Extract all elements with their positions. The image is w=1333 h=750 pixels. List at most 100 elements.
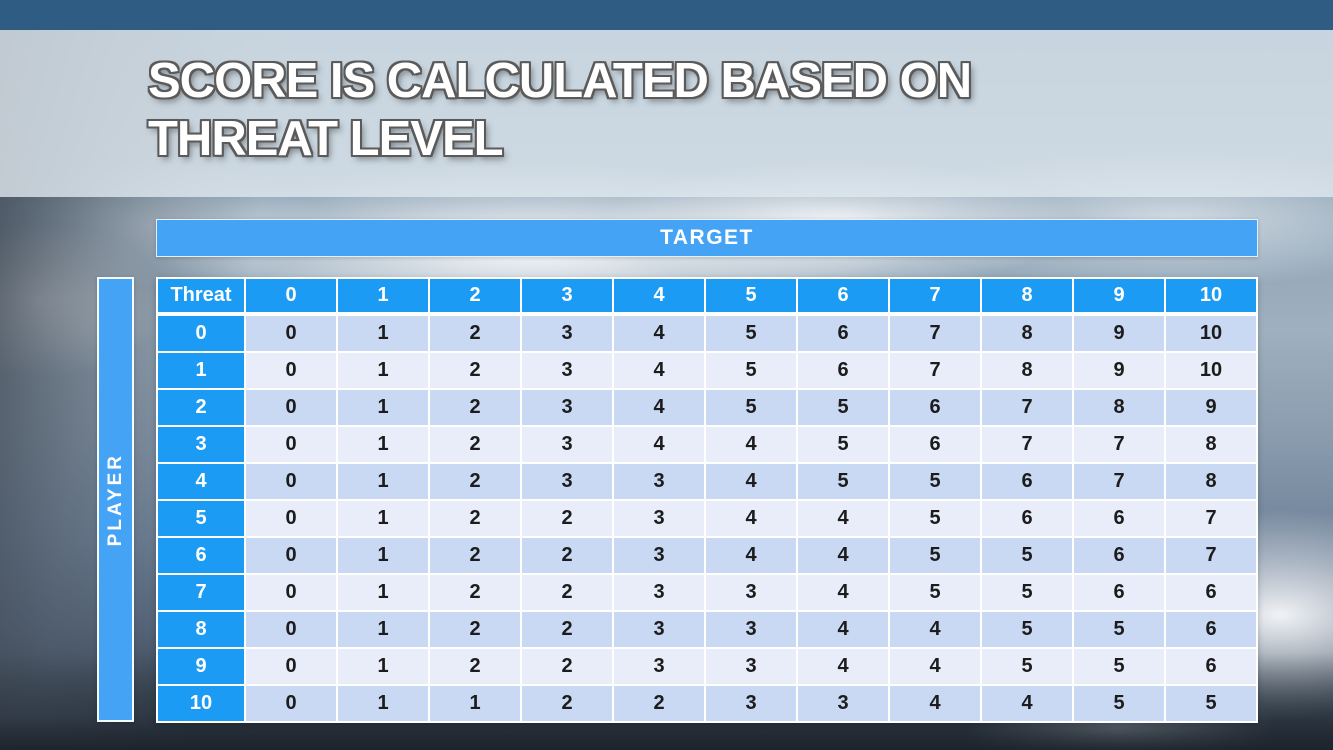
score-cell-r6-c3: 2	[522, 538, 612, 573]
score-cell-r0-c7: 7	[890, 316, 980, 351]
player-header-bar: PLAYER	[97, 277, 134, 722]
slide-title: SCORE IS CALCULATED BASED ON THREAT LEVE…	[0, 30, 1333, 168]
matrix-row-10: 10 0 1 1 2 2 3 3 4 4 5 5	[158, 686, 1256, 721]
score-cell-r7-c7: 5	[890, 575, 980, 610]
score-cell-r10-c8: 4	[982, 686, 1072, 721]
slide-title-line2: THREAT LEVEL	[148, 112, 504, 166]
score-cell-r8-c3: 2	[522, 612, 612, 647]
score-cell-r2-c9: 8	[1074, 390, 1164, 425]
score-cell-r6-c0: 0	[246, 538, 336, 573]
score-cell-r0-c6: 6	[798, 316, 888, 351]
score-cell-r2-c10: 9	[1166, 390, 1256, 425]
score-cell-r2-c5: 5	[706, 390, 796, 425]
score-cell-r2-c6: 5	[798, 390, 888, 425]
score-cell-r0-c9: 9	[1074, 316, 1164, 351]
player-row-header-1: 1	[158, 353, 244, 388]
score-cell-r0-c4: 4	[614, 316, 704, 351]
score-cell-r6-c8: 5	[982, 538, 1072, 573]
score-cell-r4-c0: 0	[246, 464, 336, 499]
score-cell-r5-c1: 1	[338, 501, 428, 536]
score-cell-r10-c7: 4	[890, 686, 980, 721]
score-cell-r9-c8: 5	[982, 649, 1072, 684]
player-row-header-8: 8	[158, 612, 244, 647]
score-cell-r5-c10: 7	[1166, 501, 1256, 536]
score-cell-r9-c7: 4	[890, 649, 980, 684]
score-cell-r9-c4: 3	[614, 649, 704, 684]
score-cell-r10-c3: 2	[522, 686, 612, 721]
score-cell-r0-c5: 5	[706, 316, 796, 351]
threat-corner-header: Threat	[158, 279, 244, 314]
score-cell-r10-c1: 1	[338, 686, 428, 721]
score-cell-r4-c2: 2	[430, 464, 520, 499]
score-cell-r7-c9: 6	[1074, 575, 1164, 610]
target-column-header-7: 7	[890, 279, 980, 314]
score-cell-r8-c7: 4	[890, 612, 980, 647]
score-cell-r3-c10: 8	[1166, 427, 1256, 462]
score-cell-r1-c8: 8	[982, 353, 1072, 388]
title-band: SCORE IS CALCULATED BASED ON THREAT LEVE…	[0, 30, 1333, 197]
score-cell-r7-c5: 3	[706, 575, 796, 610]
target-column-header-1: 1	[338, 279, 428, 314]
target-column-header-3: 3	[522, 279, 612, 314]
score-cell-r6-c6: 4	[798, 538, 888, 573]
matrix-row-0: 0 0 1 2 3 4 5 6 7 8 9 10	[158, 316, 1256, 351]
score-cell-r6-c1: 1	[338, 538, 428, 573]
score-cell-r7-c8: 5	[982, 575, 1072, 610]
score-cell-r3-c1: 1	[338, 427, 428, 462]
score-cell-r10-c0: 0	[246, 686, 336, 721]
score-cell-r1-c3: 3	[522, 353, 612, 388]
target-column-header-9: 9	[1074, 279, 1164, 314]
score-cell-r4-c3: 3	[522, 464, 612, 499]
matrix-row-1: 1 0 1 2 3 4 5 6 7 8 9 10	[158, 353, 1256, 388]
score-cell-r9-c0: 0	[246, 649, 336, 684]
score-matrix-table: Threat 0 1 2 3 4 5 6 7 8 9 10 0 0 1 2 3 4 5 6 7 8 9 10 1 0 1 2 3 4 5 6 7…	[156, 277, 1258, 723]
score-cell-r2-c4: 4	[614, 390, 704, 425]
player-row-header-5: 5	[158, 501, 244, 536]
score-cell-r2-c8: 7	[982, 390, 1072, 425]
score-cell-r8-c10: 6	[1166, 612, 1256, 647]
score-cell-r6-c7: 5	[890, 538, 980, 573]
score-cell-r3-c0: 0	[246, 427, 336, 462]
score-cell-r10-c4: 2	[614, 686, 704, 721]
score-cell-r4-c8: 6	[982, 464, 1072, 499]
score-cell-r3-c8: 7	[982, 427, 1072, 462]
score-cell-r0-c8: 8	[982, 316, 1072, 351]
player-row-header-2: 2	[158, 390, 244, 425]
score-cell-r0-c3: 3	[522, 316, 612, 351]
target-column-header-8: 8	[982, 279, 1072, 314]
score-cell-r2-c7: 6	[890, 390, 980, 425]
score-cell-r5-c9: 6	[1074, 501, 1164, 536]
score-cell-r8-c9: 5	[1074, 612, 1164, 647]
score-cell-r5-c2: 2	[430, 501, 520, 536]
score-cell-r8-c0: 0	[246, 612, 336, 647]
score-cell-r7-c4: 3	[614, 575, 704, 610]
score-cell-r5-c3: 2	[522, 501, 612, 536]
score-cell-r8-c4: 3	[614, 612, 704, 647]
score-cell-r8-c1: 1	[338, 612, 428, 647]
score-cell-r8-c6: 4	[798, 612, 888, 647]
score-cell-r9-c3: 2	[522, 649, 612, 684]
score-cell-r5-c8: 6	[982, 501, 1072, 536]
score-cell-r6-c4: 3	[614, 538, 704, 573]
score-cell-r7-c3: 2	[522, 575, 612, 610]
score-cell-r4-c4: 3	[614, 464, 704, 499]
target-label: TARGET	[660, 226, 754, 249]
player-row-header-10: 10	[158, 686, 244, 721]
score-cell-r9-c5: 3	[706, 649, 796, 684]
target-header-bar: TARGET	[156, 219, 1258, 257]
score-cell-r5-c5: 4	[706, 501, 796, 536]
score-cell-r4-c10: 8	[1166, 464, 1256, 499]
score-cell-r4-c1: 1	[338, 464, 428, 499]
player-row-header-7: 7	[158, 575, 244, 610]
score-cell-r6-c2: 2	[430, 538, 520, 573]
score-cell-r1-c9: 9	[1074, 353, 1164, 388]
matrix-header-row: Threat 0 1 2 3 4 5 6 7 8 9 10	[158, 279, 1256, 314]
score-cell-r7-c2: 2	[430, 575, 520, 610]
score-cell-r7-c0: 0	[246, 575, 336, 610]
score-cell-r0-c10: 10	[1166, 316, 1256, 351]
